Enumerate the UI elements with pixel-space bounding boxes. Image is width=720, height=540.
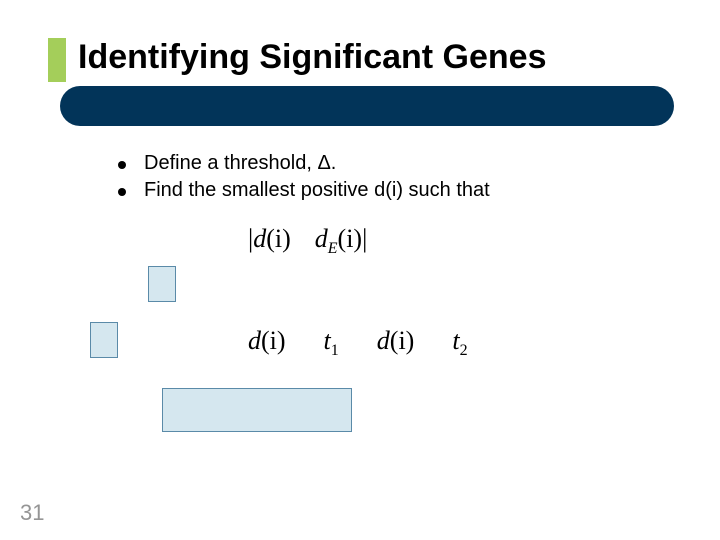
bullet-item: Define a threshold, Δ. bbox=[118, 152, 490, 175]
bullet-list: Define a threshold, Δ. Find the smallest… bbox=[118, 152, 490, 206]
paren-i: (i) bbox=[266, 224, 291, 253]
var-d: d bbox=[377, 326, 390, 355]
subscript-2: 2 bbox=[460, 342, 468, 359]
subscript-e: E bbox=[328, 240, 338, 257]
slide-title: Identifying Significant Genes bbox=[78, 38, 547, 77]
subscript-1: 1 bbox=[331, 342, 339, 359]
title-accent-bar bbox=[48, 38, 66, 82]
var-d: d bbox=[248, 326, 261, 355]
abs-bar-right: | bbox=[362, 224, 367, 253]
paren-i: (i) bbox=[390, 326, 415, 355]
bullet-dot-icon bbox=[118, 188, 126, 196]
var-d-e: d bbox=[315, 224, 328, 253]
placeholder-box bbox=[148, 266, 176, 302]
title-underline-bar bbox=[60, 86, 674, 126]
var-t: t bbox=[324, 326, 331, 355]
var-t: t bbox=[452, 326, 459, 355]
bullet-text: Define a threshold, Δ. bbox=[144, 152, 336, 175]
paren-i-2: (i) bbox=[338, 224, 363, 253]
formula-1: |d(i)dE(i)| bbox=[0, 224, 720, 284]
slide: Identifying Significant Genes Define a t… bbox=[0, 0, 720, 540]
bullet-item: Find the smallest positive d(i) such tha… bbox=[118, 179, 490, 202]
var-d: d bbox=[253, 224, 266, 253]
bullet-text: Find the smallest positive d(i) such tha… bbox=[144, 179, 490, 202]
placeholder-box bbox=[90, 322, 118, 358]
paren-i: (i) bbox=[261, 326, 286, 355]
bullet-dot-icon bbox=[118, 161, 126, 169]
placeholder-box-wide bbox=[162, 388, 352, 432]
page-number: 31 bbox=[20, 500, 44, 526]
formula-2: d(i)t1d(i)t2 bbox=[248, 326, 468, 360]
